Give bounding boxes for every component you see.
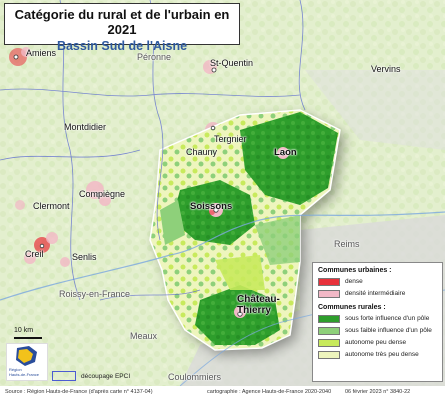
legend-item-forte: sous forte influence d'un pôle [318,314,442,323]
legend-rural-heading: Communes rurales : [318,304,386,311]
legend-swatch-dense [318,277,340,286]
place-laon: Laon [274,147,297,158]
footer-cartography: cartographie : Agence Hauts-de-France 20… [207,389,332,395]
legend-swatch-forte [318,314,340,323]
footer-date: 06 février 2023 n° 3840-22 [345,389,411,395]
map-title: Catégorie du rural et de l'urbain en 202… [14,7,230,37]
legend-swatch-autonome-dense [318,338,340,347]
legend-swatch-intermediaire [318,289,340,298]
place-clermont: Clermont [33,201,70,211]
place-amiens: Amiens [26,48,57,58]
place-coulommiers: Coulommiers [168,372,222,382]
place-soissons: Soissons [190,201,233,212]
legend-item-autonome-dense: autonome peu dense [318,338,442,347]
map-subtitle: Bassin Sud de l'Aisne [56,39,188,53]
place-chateau-thierry: Château- Thierry [237,294,280,316]
town-dots [13,54,286,317]
title-box: Catégorie du rural et de l'urbain en 202… [4,3,240,53]
scale-bar [14,337,42,339]
legend-label-faible: sous faible influence d'un pôle [345,327,432,334]
legend-label-forte: sous forte influence d'un pôle [345,315,430,322]
place-st-quentin: St-Quentin [210,58,254,68]
place-reims: Reims [334,239,360,249]
footer: Source : Région Hauts-de-France (d'après… [0,386,445,420]
laon-influence-zone [240,112,338,205]
place-meaux: Meaux [130,331,158,341]
legend-label-autonome-dense: autonome peu dense [345,339,407,346]
legend-urban-heading: Communes urbaines : [318,267,392,274]
epci-legend: découpage EPCI [52,371,130,381]
place-montdidier: Montdidier [64,122,107,132]
legend-label-autonome-tres-peu: autonome très peu dense [345,351,419,358]
legend-box: Communes urbaines : dense densité interm… [312,262,443,382]
place-senlis: Senlis [72,252,97,262]
epci-label: découpage EPCI [81,372,131,380]
legend-item-intermediaire: densité intermédiaire [318,289,442,298]
legend-label-dense: dense [345,278,363,285]
place-peronne: Péronne [137,52,172,62]
legend-item-dense: dense [318,277,442,286]
legend-swatch-faible [318,326,340,335]
scale-label: 10 km [14,327,34,334]
legend-item-autonome-tres-peu: autonome très peu dense [318,350,442,359]
epci-boundaries [0,0,306,301]
place-tergnier: Tergnier [214,134,247,144]
footer-source: Source : Région Hauts-de-France (d'après… [5,389,153,395]
place-creil: Creil [25,249,44,259]
place-roissy: Roissy-en-France [59,289,131,299]
legend-swatch-autonome-tres-peu [318,350,340,359]
region-logo-text: Région Hauts-de-France [9,367,40,377]
place-compiegne: Compiègne [79,189,126,199]
region-logo-icon [16,346,37,366]
place-chauny: Chauny [186,147,218,157]
epci-swatch [52,371,76,381]
legend-label-intermediaire: densité intermédiaire [345,290,406,297]
region-logo: Région Hauts-de-France [6,343,48,381]
legend-item-faible: sous faible influence d'un pôle [318,326,442,335]
place-vervins: Vervins [371,64,401,74]
